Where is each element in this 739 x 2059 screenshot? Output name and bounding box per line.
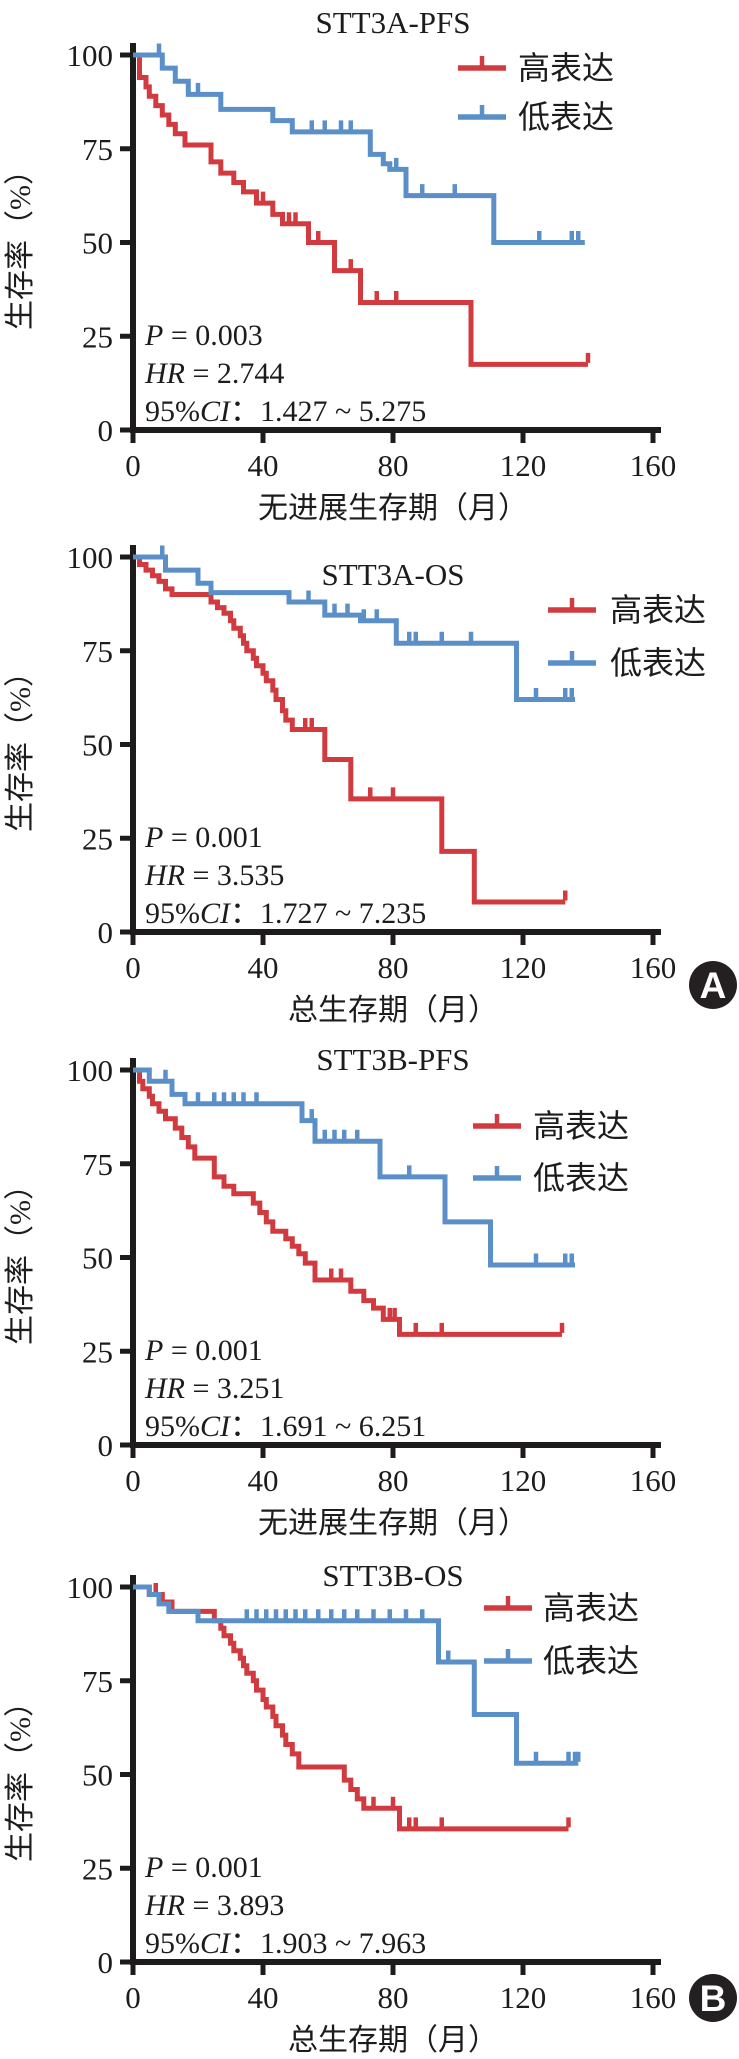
y-tick-label-50: 50 [82, 1758, 113, 1793]
x-tick-label-120: 120 [500, 1463, 547, 1498]
x-tick-label-80: 80 [378, 448, 409, 483]
chart-title: STT3B-OS [322, 1558, 463, 1593]
y-tick-label-0: 0 [98, 915, 114, 950]
annotation-p-value: P = 0.001 [144, 1851, 263, 1884]
legend-label-low-expression: 低表达 [518, 99, 614, 135]
x-tick-label-160: 160 [630, 1463, 677, 1498]
panel-badge-circle [689, 1974, 737, 2022]
y-axis-label: 生存率（%） [4, 155, 37, 330]
y-tick-label-100: 100 [67, 540, 114, 575]
legend-item-low-expression: 低表达 [548, 645, 706, 681]
y-tick-label-75: 75 [82, 634, 113, 669]
x-tick-label-40: 40 [248, 448, 279, 483]
x-axis-label: 无进展生存期（月） [258, 492, 528, 525]
x-tick-label-160: 160 [630, 950, 677, 985]
legend-item-low-expression: 低表达 [484, 1643, 639, 1679]
x-tick-label-0: 0 [125, 1463, 141, 1498]
annotation-p-value: P = 0.001 [144, 1334, 263, 1367]
annotation-confidence-interval: 95%CI：1.903 ~ 7.963 [145, 1927, 426, 1960]
y-tick-label-100: 100 [67, 1570, 114, 1605]
y-tick-label-0: 0 [98, 413, 114, 448]
km-curve-high-expression [133, 1067, 562, 1337]
x-tick-label-40: 40 [248, 1463, 279, 1498]
y-tick-label-0: 0 [98, 1428, 114, 1463]
km-curve-low-expression [133, 1067, 575, 1268]
x-tick-label-0: 0 [125, 950, 141, 985]
annotation-p-value: P = 0.003 [144, 319, 263, 352]
panel-badge-a: A [689, 961, 737, 1009]
km-curve-high-expression [133, 554, 566, 905]
annotation-confidence-interval: 95%CI：1.691 ~ 6.251 [145, 1410, 426, 1443]
x-tick-label-0: 0 [125, 1980, 141, 2015]
annotation-hazard-ratio: HR = 2.744 [144, 357, 284, 390]
annotation-confidence-interval: 95%CI：1.427 ~ 5.275 [145, 395, 426, 428]
legend-label-low-expression: 低表达 [533, 1160, 629, 1196]
x-tick-label-40: 40 [248, 1980, 279, 2015]
km-curve-low-expression [133, 52, 585, 245]
annotation-confidence-interval: 95%CI：1.727 ~ 7.235 [145, 897, 426, 930]
legend-label-high-expression: 高表达 [610, 592, 706, 628]
km-curve-low-expression [133, 1584, 579, 1766]
y-axis-label: 生存率（%） [4, 1687, 37, 1862]
y-tick-label-25: 25 [82, 821, 113, 856]
x-tick-label-40: 40 [248, 950, 279, 985]
x-tick-label-80: 80 [378, 950, 409, 985]
x-tick-label-0: 0 [125, 448, 141, 483]
legend-item-high-expression: 高表达 [458, 50, 614, 86]
y-tick-label-0: 0 [98, 1945, 114, 1980]
annotation-p-value: P = 0.001 [144, 821, 263, 854]
legend-item-low-expression: 低表达 [473, 1160, 629, 1196]
y-tick-label-75: 75 [82, 1664, 113, 1699]
y-tick-label-25: 25 [82, 319, 113, 354]
x-tick-label-120: 120 [500, 1980, 547, 2015]
legend-label-high-expression: 高表达 [518, 50, 614, 86]
panel-badge-letter: A [700, 965, 727, 1006]
chart-panel-stt3a-pfs: 0 25 50 75 100 0 40 80 120 160 STT3A-PFS 无进展生存期（月） 生… [4, 5, 676, 525]
km-curve-low-expression [133, 554, 575, 702]
legend-item-high-expression: 高表达 [473, 1108, 629, 1144]
chart-panel-stt3b-os: 0 25 50 75 100 0 40 80 120 160 STT3B-OS 总生存期（月） 生存率（… [4, 1558, 737, 2057]
legend-item-high-expression: 高表达 [548, 592, 706, 628]
legend-item-low-expression: 低表达 [458, 99, 614, 135]
x-tick-label-160: 160 [630, 448, 677, 483]
x-tick-label-160: 160 [630, 1980, 677, 2015]
y-tick-label-50: 50 [82, 226, 113, 261]
panel-badge-letter: B [700, 1978, 727, 2019]
legend-label-low-expression: 低表达 [610, 645, 706, 681]
legend-label-low-expression: 低表达 [543, 1643, 639, 1679]
chart-panel-stt3b-pfs: 0 25 50 75 100 0 40 80 120 160 STT3B-PFS 无进展生存期（月） 生… [4, 1042, 676, 1540]
legend-label-high-expression: 高表达 [533, 1108, 629, 1144]
x-tick-label-80: 80 [378, 1463, 409, 1498]
panel-badge-circle [689, 961, 737, 1009]
km-curve-high-expression [133, 52, 588, 367]
y-tick-label-25: 25 [82, 1334, 113, 1369]
legend-item-high-expression: 高表达 [484, 1590, 639, 1626]
y-tick-label-50: 50 [82, 728, 113, 763]
y-axis-label: 生存率（%） [4, 657, 37, 832]
y-tick-label-100: 100 [67, 38, 114, 73]
y-tick-label-25: 25 [82, 1851, 113, 1886]
annotation-hazard-ratio: HR = 3.893 [144, 1889, 284, 1922]
x-tick-label-120: 120 [500, 448, 547, 483]
y-axis-label: 生存率（%） [4, 1170, 37, 1345]
annotation-hazard-ratio: HR = 3.535 [144, 859, 284, 892]
annotation-hazard-ratio: HR = 3.251 [144, 1372, 284, 1405]
x-tick-label-80: 80 [378, 1980, 409, 2015]
y-tick-label-75: 75 [82, 1147, 113, 1182]
chart-title: STT3A-OS [322, 557, 465, 592]
x-axis-label: 总生存期（月） [288, 994, 498, 1027]
panel-badge-b: B [689, 1974, 737, 2022]
chart-panel-stt3a-os: 0 25 50 75 100 0 40 80 120 160 STT3A-OS 总生存期（月） 生存率（… [4, 540, 737, 1027]
x-axis-label: 总生存期（月） [288, 2024, 498, 2057]
chart-title: STT3A-PFS [315, 5, 470, 40]
chart-title: STT3B-PFS [316, 1042, 469, 1077]
y-tick-label-75: 75 [82, 132, 113, 167]
x-tick-label-120: 120 [500, 950, 547, 985]
x-axis-label: 无进展生存期（月） [258, 1507, 528, 1540]
y-tick-label-100: 100 [67, 1053, 114, 1088]
y-tick-label-50: 50 [82, 1241, 113, 1276]
legend-label-high-expression: 高表达 [543, 1590, 639, 1626]
